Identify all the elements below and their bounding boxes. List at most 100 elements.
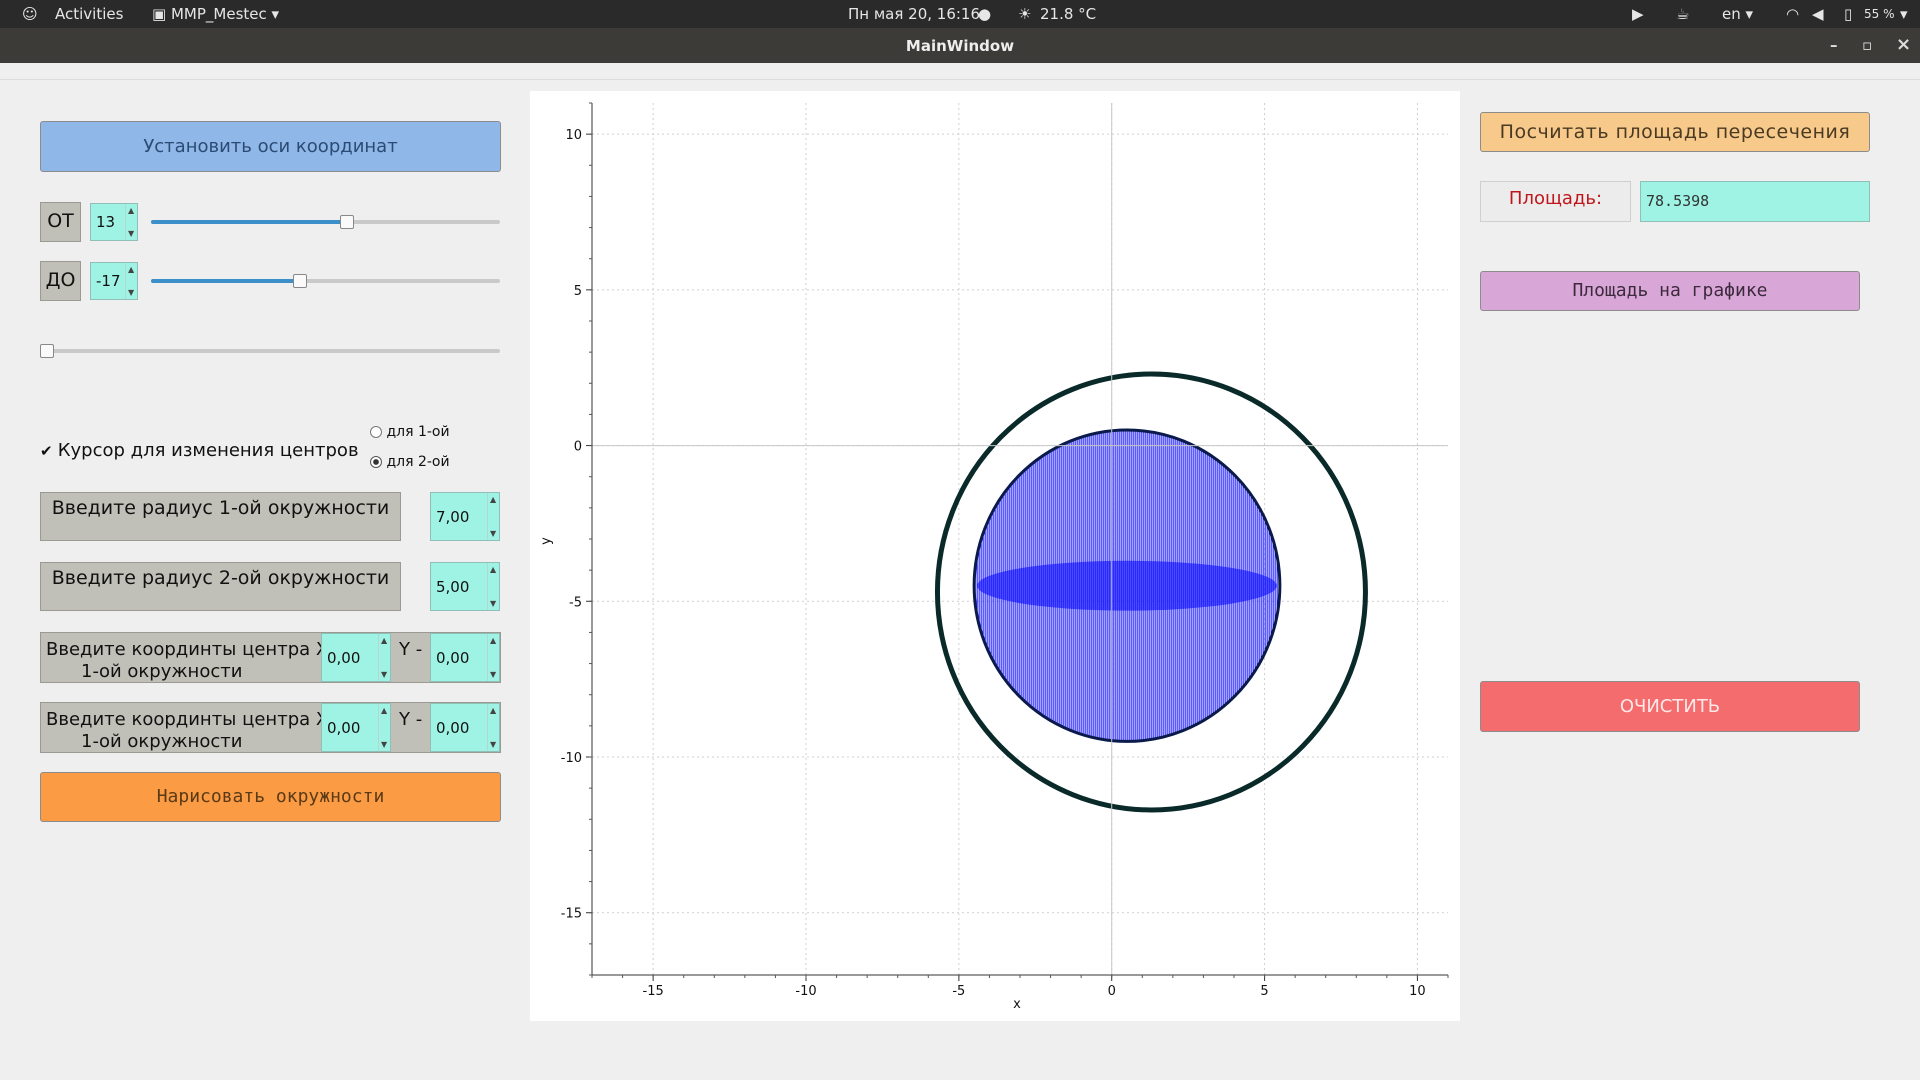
spin-down-icon[interactable]: ▼ [381,670,388,679]
center2-label-line2: 1-ой окружности [81,731,243,752]
plot-area[interactable]: -15 -10 -5 0 5 10 10 5 0 -5 -10 -15 x y [530,91,1460,1021]
radius1-value: 7,00 [436,507,470,526]
radio-first[interactable]: для 1-ой [370,424,450,440]
center1-y-label: Y - [399,639,423,660]
cursor-checkbox[interactable]: ✔ Курсор для изменения центров [40,440,359,461]
center1-x-spinbox[interactable]: 0,00 ▲ ▼ [321,633,391,682]
cup-icon[interactable]: ☕ [1676,5,1690,23]
center1-label-line1: Введите координты центра X - [46,639,341,660]
dot-icon: ● [978,5,992,23]
spin-down-icon[interactable]: ▼ [128,229,135,238]
x-tick-label: 5 [1260,984,1268,999]
spin-up-icon[interactable]: ▲ [128,265,135,274]
minimize-icon[interactable]: – [1830,36,1838,54]
spin-arrows: ▲ ▼ [125,263,137,299]
battery-percent: 55 % [1864,7,1895,21]
to-label: ДО [40,261,81,301]
wifi-icon[interactable]: ◠ [1786,5,1800,23]
activities-button[interactable]: Activities [55,5,124,23]
video-icon[interactable]: ▶ [1632,5,1644,23]
slider-handle[interactable] [340,215,354,229]
area-on-plot-button[interactable]: Площадь на графике [1480,271,1860,311]
slider-fill [151,279,299,283]
spin-down-icon[interactable]: ▼ [490,599,497,608]
slider-handle[interactable] [40,344,54,358]
clock[interactable]: Пн мая 20, 16:16 [848,5,981,23]
smiley-icon[interactable]: ☺ [22,5,38,23]
radius1-spinbox[interactable]: 7,00 ▲ ▼ [430,492,500,541]
slider-track [40,349,500,353]
language-indicator[interactable]: en ▾ [1722,5,1754,23]
y-tick-label: 0 [574,440,582,455]
close-icon[interactable]: × [1896,34,1912,55]
slider-fill [151,220,346,224]
chevron-down-icon[interactable]: ▾ [1900,5,1908,23]
from-slider[interactable] [151,212,500,232]
center1-label-line2: 1-ой окружности [81,661,243,682]
radio-second[interactable]: для 2-ой [370,454,450,470]
spin-up-icon[interactable]: ▲ [490,495,497,504]
spin-up-icon[interactable]: ▲ [128,206,135,215]
blue-fill [974,430,1280,742]
spin-up-icon[interactable]: ▲ [490,706,497,715]
center1-y-value: 0,00 [436,648,470,667]
spin-up-icon[interactable]: ▲ [490,636,497,645]
spin-down-icon[interactable]: ▼ [490,670,497,679]
center2-y-spinbox[interactable]: 0,00 ▲ ▼ [430,703,500,752]
weather-text[interactable]: 21.8 °C [1040,5,1097,23]
slider-handle[interactable] [293,274,307,288]
spin-down-icon[interactable]: ▼ [128,288,135,297]
center1-group: Введите координты центра X - 1-ой окружн… [40,632,501,683]
spin-down-icon[interactable]: ▼ [490,529,497,538]
maximize-icon[interactable]: ▫ [1862,36,1873,54]
cursor-checkbox-label: Курсор для изменения центров [57,440,359,461]
toolbar-strip [0,63,1920,80]
app-menu-label: MMP_Mestec [170,5,267,23]
spin-arrows: ▲ ▼ [487,634,499,681]
radius2-spinbox[interactable]: 5,00 ▲ ▼ [430,562,500,611]
spin-down-icon[interactable]: ▼ [381,740,388,749]
x-tick-label: -10 [795,984,816,999]
extra-slider[interactable] [40,341,500,361]
radius1-label: Введите радиус 1-ой окружности [40,492,401,541]
draw-circles-button[interactable]: Нарисовать окружности [40,772,501,822]
window-title: MainWindow [905,37,1015,55]
radio-empty-icon[interactable] [370,426,382,438]
sun-icon: ☀ [1018,5,1032,23]
spin-up-icon[interactable]: ▲ [381,706,388,715]
radius2-value: 5,00 [436,577,470,596]
center1-x-value: 0,00 [327,648,361,667]
center2-y-value: 0,00 [436,718,470,737]
to-spinbox[interactable]: -17 ▲ ▼ [90,262,138,300]
set-axes-button[interactable]: Установить оси координат [40,121,501,172]
area-value-field[interactable]: 78.5398 [1640,181,1870,222]
calc-intersection-button[interactable]: Посчитать площадь пересечения [1480,112,1870,152]
app-menu[interactable]: ▣ MMP_Mestec ▾ [152,5,280,23]
area-label: Площадь: [1480,181,1631,222]
ticks: -15 -10 -5 0 5 10 10 5 0 -5 -10 -15 [561,102,1449,999]
checkbox-check-icon[interactable]: ✔ [40,442,53,460]
app-icon: ▣ [152,5,167,23]
spin-down-icon[interactable]: ▼ [490,740,497,749]
center1-y-spinbox[interactable]: 0,00 ▲ ▼ [430,633,500,682]
center2-x-spinbox[interactable]: 0,00 ▲ ▼ [321,703,391,752]
from-value: 13 [96,213,116,231]
volume-icon[interactable]: ◀ [1812,5,1824,23]
to-slider[interactable] [151,271,500,291]
clear-button[interactable]: ОЧИСТИТЬ [1480,681,1860,732]
y-axis-label: y [539,537,554,545]
outer-circle [934,371,1368,813]
radio-selected-icon[interactable] [370,456,382,468]
spin-arrows: ▲ ▼ [487,563,499,610]
slider-track [151,279,500,283]
from-spinbox[interactable]: 13 ▲ ▼ [90,203,138,241]
spin-arrows: ▲ ▼ [125,204,137,240]
to-value: -17 [96,272,121,290]
radio-first-label: для 1-ой [386,424,450,440]
x-axis-label: x [1013,997,1021,1012]
spin-up-icon[interactable]: ▲ [381,636,388,645]
battery-icon[interactable]: ▯ [1844,5,1853,23]
spin-up-icon[interactable]: ▲ [490,565,497,574]
y-tick-label: -15 [561,907,582,922]
y-tick-label: 5 [574,284,582,299]
